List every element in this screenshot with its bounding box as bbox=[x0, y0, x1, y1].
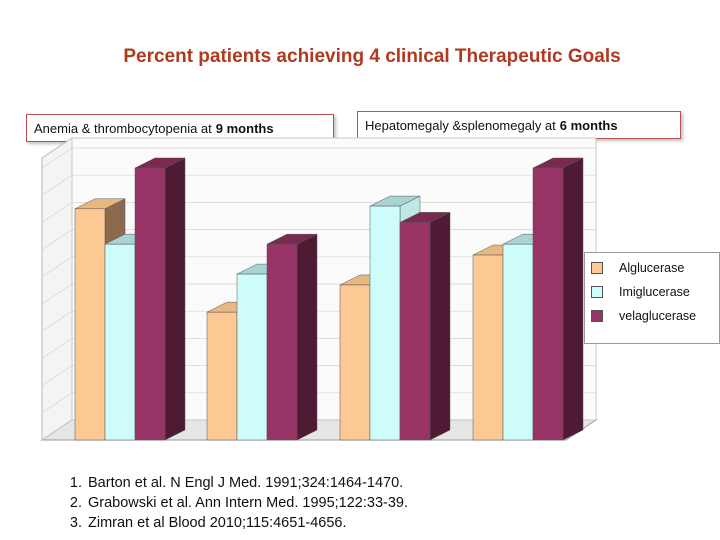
gridline bbox=[41, 392, 73, 414]
bar-side bbox=[164, 157, 186, 441]
bar-front bbox=[472, 254, 504, 441]
references-list: Barton et al. N Engl J Med. 1991;324:146… bbox=[58, 473, 408, 533]
chart-legend: Alglucerase Imiglucerase velaglucerase bbox=[584, 252, 720, 344]
bar-velaglucerase bbox=[134, 157, 186, 441]
gridline bbox=[41, 365, 73, 386]
gridline bbox=[41, 174, 73, 196]
bar-front bbox=[236, 273, 268, 441]
panel-caption-hepatomegaly: Hepatomegaly &splenomegaly at 6 months bbox=[357, 111, 681, 139]
panel-caption-hepatomegaly-period: 6 months bbox=[559, 117, 618, 133]
bar-side bbox=[429, 211, 451, 441]
reference-item: Grabowski et al. Ann Intern Med. 1995;12… bbox=[86, 493, 408, 513]
bar-front bbox=[502, 243, 534, 441]
bar-front bbox=[206, 311, 238, 441]
legend-swatch-imiglucerase bbox=[591, 286, 603, 298]
legend-item-velaglucerase: velaglucerase bbox=[591, 307, 696, 325]
panel-caption-anemia-period: 9 months bbox=[215, 120, 274, 136]
bar-front bbox=[532, 167, 564, 441]
legend-label-imiglucerase: Imiglucerase bbox=[619, 285, 690, 299]
panel-caption-anemia-text: Anemia & thrombocytopenia at bbox=[34, 120, 212, 136]
bar-side bbox=[296, 233, 318, 441]
bar-front bbox=[266, 243, 298, 441]
chart-title: Percent patients achieving 4 clinical Th… bbox=[123, 46, 621, 67]
chart-bars bbox=[74, 157, 584, 441]
bar-velaglucerase bbox=[399, 211, 451, 441]
legend-item-alglucerase: Alglucerase bbox=[591, 259, 684, 277]
bar-velaglucerase bbox=[266, 233, 318, 441]
reference-item: Barton et al. N Engl J Med. 1991;324:146… bbox=[86, 473, 408, 493]
gridline bbox=[41, 310, 73, 332]
bar-velaglucerase bbox=[532, 157, 584, 441]
legend-label-velaglucerase: velaglucerase bbox=[619, 309, 697, 323]
gridline bbox=[41, 283, 73, 305]
gridline bbox=[41, 202, 73, 223]
bar-front bbox=[339, 284, 371, 441]
legend-swatch-alglucerase bbox=[591, 262, 603, 274]
reference-item: Zimran et al Blood 2010;115:4651-4656. bbox=[86, 513, 408, 533]
gridline bbox=[41, 256, 73, 278]
bar-front bbox=[134, 167, 166, 441]
gridline bbox=[41, 147, 73, 169]
gridline bbox=[41, 419, 73, 441]
bar-side bbox=[562, 157, 584, 441]
side-wall bbox=[41, 137, 73, 441]
bar-front bbox=[104, 243, 136, 441]
bar-front bbox=[399, 222, 431, 441]
panel-caption-hepatomegaly-text: Hepatomegaly &splenomegaly at bbox=[365, 117, 556, 133]
legend-item-imiglucerase: Imiglucerase bbox=[591, 283, 690, 301]
legend-swatch-velaglucerase bbox=[591, 310, 603, 322]
gridline bbox=[41, 229, 73, 250]
bar-front bbox=[74, 208, 106, 441]
legend-label-alglucerase: Alglucerase bbox=[619, 261, 685, 275]
bar-front bbox=[369, 205, 401, 441]
gridline bbox=[41, 338, 73, 359]
